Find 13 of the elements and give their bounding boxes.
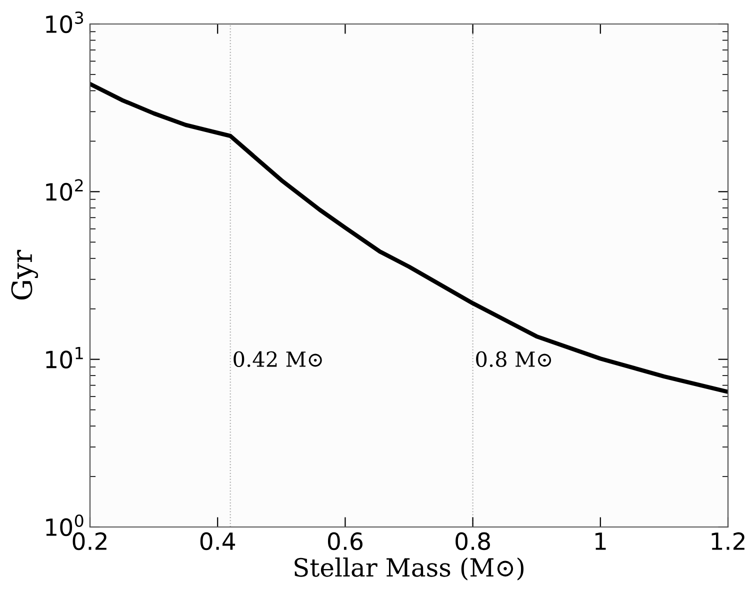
x-tick-label: 0.8 xyxy=(456,532,490,550)
y-tick-label: 10$^{3}$ xyxy=(46,11,84,34)
ref-line-label: 0.42 M⊙ xyxy=(234,351,322,368)
x-tick-label: 0.6 xyxy=(328,532,362,550)
y-axis-title: Gyr xyxy=(11,250,38,300)
x-tick-label: 0.4 xyxy=(200,532,236,550)
ref-line-label: 0.8 M⊙ xyxy=(476,351,552,368)
y-tick-label: 10$^{1}$ xyxy=(46,347,83,368)
x-tick-label: 1 xyxy=(595,532,606,550)
x-tick-label: 1.2 xyxy=(712,532,744,550)
x-axis-title: Stellar Mass (M⊙) xyxy=(294,557,524,580)
line-series xyxy=(90,82,728,394)
y-tick-label: 10$^{2}$ xyxy=(46,179,83,201)
